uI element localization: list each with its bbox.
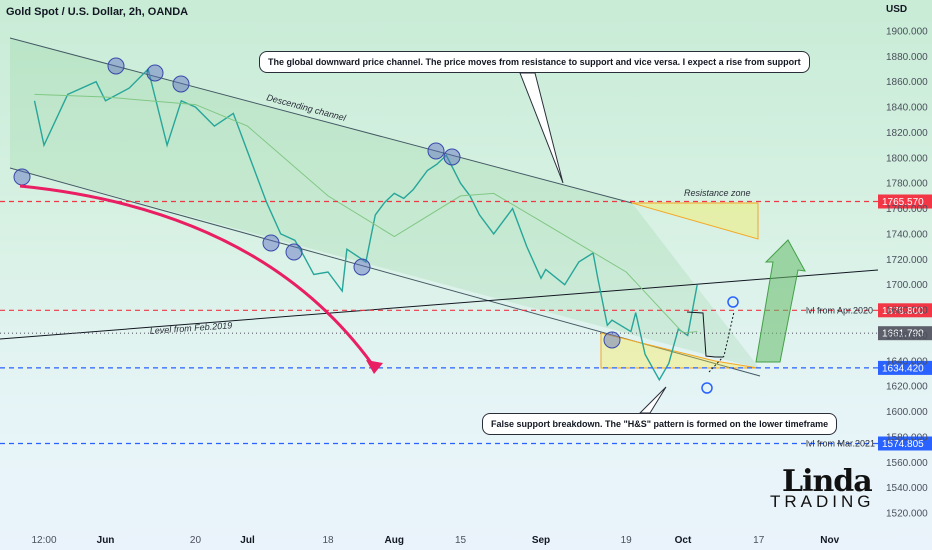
level-feb-2019-line: [0, 269, 879, 340]
y-tick-label: 1520.000: [886, 509, 928, 520]
currency-label: USD: [886, 4, 907, 15]
y-tick-label: 1680.000: [886, 306, 928, 317]
y-tick-label: 1780.000: [886, 179, 928, 190]
target-marker: [701, 382, 713, 394]
resistance-zone: [631, 202, 759, 240]
touch-point-marker: [603, 331, 621, 349]
x-tick-label: 15: [455, 535, 467, 546]
touch-point-marker: [146, 64, 164, 82]
x-tick-label: 19: [621, 535, 633, 546]
projection-path: [686, 311, 723, 358]
level-price-tag: [878, 194, 932, 209]
level-name-label: lvl from Mar.2021: [806, 439, 875, 449]
price-line: [33, 67, 698, 382]
y-tick-label: 1540.000: [886, 483, 928, 494]
y-tick-label: 1840.000: [886, 103, 928, 114]
callout-hs-note: False support breakdown. The "H&S" patte…: [482, 413, 838, 435]
y-tick-label: 1880.000: [886, 52, 928, 63]
y-tick-label: 1620.000: [886, 382, 928, 393]
touch-point-marker: [285, 243, 303, 261]
x-tick-label: 18: [322, 535, 334, 546]
level-price-label: 1679.800: [882, 306, 924, 317]
symbol-title: Gold Spot / U.S. Dollar, 2h, OANDA: [6, 6, 189, 18]
downtrend-arrow: [19, 184, 374, 365]
callout-channel-note: The global downward price channel. The p…: [259, 51, 810, 73]
x-tick-label: Oct: [675, 535, 692, 546]
y-tick-label: 1640.000: [886, 356, 928, 367]
level-name-label: lvl from Apr.2020: [806, 305, 873, 315]
y-tick-label: 1600.000: [886, 407, 928, 418]
y-tick-label: 1580.000: [886, 432, 928, 443]
touch-point-marker: [443, 148, 461, 166]
level-price-tag: [878, 326, 932, 341]
level-price-tag: [878, 436, 932, 451]
touch-point-marker: [427, 142, 445, 160]
touch-point-marker: [353, 258, 371, 276]
logo-main: Linda: [782, 464, 873, 499]
y-tick-label: 1700.000: [886, 280, 928, 291]
linda-trading-logo: Linda TRADING: [768, 462, 878, 517]
callout-pointer-top: [519, 72, 564, 184]
series-layer: [33, 67, 698, 382]
x-tick-label: Sep: [532, 535, 550, 546]
callout-pointer-bottom: [638, 386, 667, 414]
y-tick-label: 1720.000: [886, 255, 928, 266]
x-tick-label: 12:00: [31, 535, 56, 546]
channel-layer: [0, 37, 879, 377]
y-tick-label: 1800.000: [886, 153, 928, 164]
level-price-label: 1661.790: [882, 329, 924, 340]
y-tick-label: 1740.000: [886, 229, 928, 240]
x-tick-label: 17: [753, 535, 765, 546]
y-tick-label: 1660.000: [886, 331, 928, 342]
projected-rise-arrow: [755, 239, 806, 363]
resistance-zone-label: Resistance zone: [684, 188, 751, 198]
x-tick-label: Nov: [820, 535, 839, 546]
touch-point-marker: [262, 234, 280, 252]
projection-dotted-path: [708, 311, 735, 373]
x-tick-label: 20: [190, 535, 202, 546]
touch-point-marker: [107, 57, 125, 75]
x-tick-label: Jun: [97, 535, 115, 546]
logo-sub: TRADING: [770, 492, 875, 511]
level-price-tag: [878, 303, 932, 318]
axes-layer: 1520.000 1540.000 1560.000 1580.000 1600.000…: [31, 4, 928, 546]
level-price-label: 1574.805: [882, 439, 924, 450]
target-marker: [727, 296, 739, 308]
x-tick-label: Aug: [385, 535, 404, 546]
y-tick-label: 1820.000: [886, 128, 928, 139]
levels-layer: 1765.570 1679.800 lvl from Apr.2020 1661.79…: [0, 194, 932, 451]
y-tick-label: 1860.000: [886, 77, 928, 88]
level-price-label: 1765.570: [882, 197, 924, 208]
y-tick-label: 1560.000: [886, 458, 928, 469]
downtrend-arrowhead: [366, 360, 383, 374]
moving-average-line: [34, 93, 698, 334]
level-price-tag: [878, 360, 932, 375]
touch-point-marker: [172, 75, 190, 93]
channel-fill: [10, 38, 760, 369]
level-price-label: 1634.420: [882, 363, 924, 374]
y-tick-label: 1760.000: [886, 204, 928, 215]
x-tick-label: Jul: [240, 535, 255, 546]
touch-point-marker: [13, 168, 31, 186]
channel-upper-line: [9, 37, 633, 204]
y-tick-label: 1900.000: [886, 27, 928, 38]
